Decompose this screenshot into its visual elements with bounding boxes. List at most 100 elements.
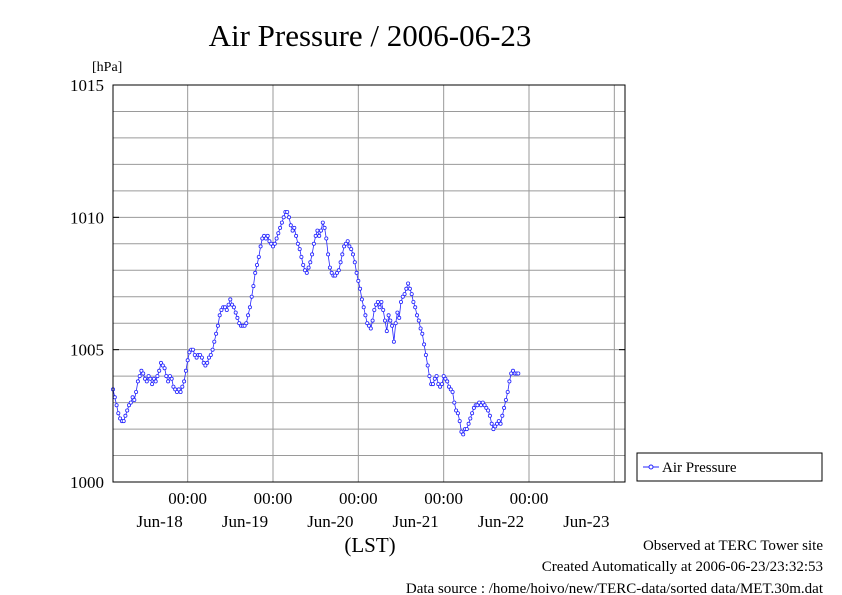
data-point — [206, 355, 211, 360]
data-point — [411, 299, 416, 304]
data-point — [386, 313, 391, 318]
x-tick-labels: 00:00 Jun-18 00:00 Jun-19 00:00 Jun-20 00:00 Ju… — [137, 489, 610, 531]
data-point — [347, 244, 352, 249]
data-point — [343, 241, 348, 246]
data-point — [500, 413, 505, 418]
x-axis-label: (LST) — [344, 533, 395, 557]
data-point — [464, 427, 469, 432]
data-point — [363, 313, 368, 318]
x-tick-time-label: 00:00 — [254, 489, 293, 508]
y-axis-unit: [hPa] — [92, 60, 122, 75]
data-point — [205, 360, 210, 365]
data-point — [183, 368, 188, 373]
data-point — [327, 265, 332, 270]
data-point — [470, 411, 475, 416]
data-point — [246, 313, 251, 318]
data-point — [171, 384, 176, 389]
data-point — [388, 318, 393, 323]
data-point — [505, 389, 510, 394]
data-point — [141, 371, 146, 376]
data-point — [333, 273, 338, 278]
data-point — [375, 299, 380, 304]
data-point — [482, 403, 487, 408]
data-point — [278, 225, 283, 230]
x-tick-time-label: 00:00 — [339, 489, 378, 508]
x-tick-time-label: 00:00 — [510, 489, 549, 508]
data-point — [468, 416, 473, 421]
data-point — [409, 292, 414, 297]
data-point — [422, 342, 427, 347]
data-point — [352, 260, 357, 265]
data-point — [425, 363, 430, 368]
data-point — [461, 432, 466, 437]
data-point — [294, 233, 299, 238]
series-air-pressure — [111, 209, 521, 437]
data-point — [125, 408, 130, 413]
data-point — [270, 244, 275, 249]
data-point — [336, 268, 341, 273]
data-point — [180, 384, 185, 389]
data-point — [313, 233, 318, 238]
data-point — [139, 368, 144, 373]
data-point — [329, 270, 334, 275]
data-point — [406, 281, 411, 286]
data-point — [306, 265, 311, 270]
data-point — [290, 228, 295, 233]
data-point — [116, 411, 121, 416]
data-point — [381, 307, 386, 312]
data-point — [439, 382, 444, 387]
data-point — [297, 247, 302, 252]
data-point — [127, 403, 132, 408]
data-point — [114, 403, 119, 408]
data-point — [292, 225, 297, 230]
legend: Air Pressure — [636, 452, 823, 482]
y-tick-label: 1015 — [70, 76, 104, 95]
data-point — [493, 424, 498, 429]
data-point — [237, 321, 242, 326]
data-point — [299, 254, 304, 259]
data-point — [226, 302, 231, 307]
data-point — [398, 299, 403, 304]
data-point — [324, 236, 329, 241]
data-point — [153, 379, 158, 384]
data-point — [249, 294, 254, 299]
y-tick-label: 1005 — [70, 341, 104, 360]
data-point — [176, 387, 181, 392]
data-point — [397, 315, 402, 320]
data-point — [502, 405, 507, 410]
x-tick-date-label: Jun-20 — [307, 512, 353, 531]
data-point — [457, 419, 462, 424]
data-point — [215, 323, 220, 328]
data-point — [491, 427, 496, 432]
data-point — [219, 307, 224, 312]
data-point — [466, 421, 471, 426]
data-point — [322, 225, 327, 230]
data-point — [370, 318, 375, 323]
data-point — [384, 329, 389, 334]
data-point — [516, 371, 521, 376]
data-point — [454, 408, 459, 413]
data-point — [254, 262, 259, 267]
data-point — [151, 376, 156, 381]
data-point — [359, 297, 364, 302]
data-point — [434, 374, 439, 379]
data-point — [432, 376, 437, 381]
data-point — [279, 220, 284, 225]
data-point — [137, 374, 142, 379]
data-point — [128, 400, 133, 405]
data-point — [231, 305, 236, 310]
data-point — [134, 389, 139, 394]
data-point — [217, 313, 222, 318]
data-point — [418, 326, 423, 331]
data-point — [118, 416, 123, 421]
y-tick-label: 1000 — [70, 473, 104, 492]
data-point — [507, 379, 512, 384]
x-tick-date-label: Jun-18 — [137, 512, 183, 531]
data-point — [486, 408, 491, 413]
data-point — [358, 286, 363, 291]
data-point — [368, 326, 373, 331]
data-point — [230, 302, 235, 307]
data-point — [244, 321, 249, 326]
data-point — [402, 292, 407, 297]
